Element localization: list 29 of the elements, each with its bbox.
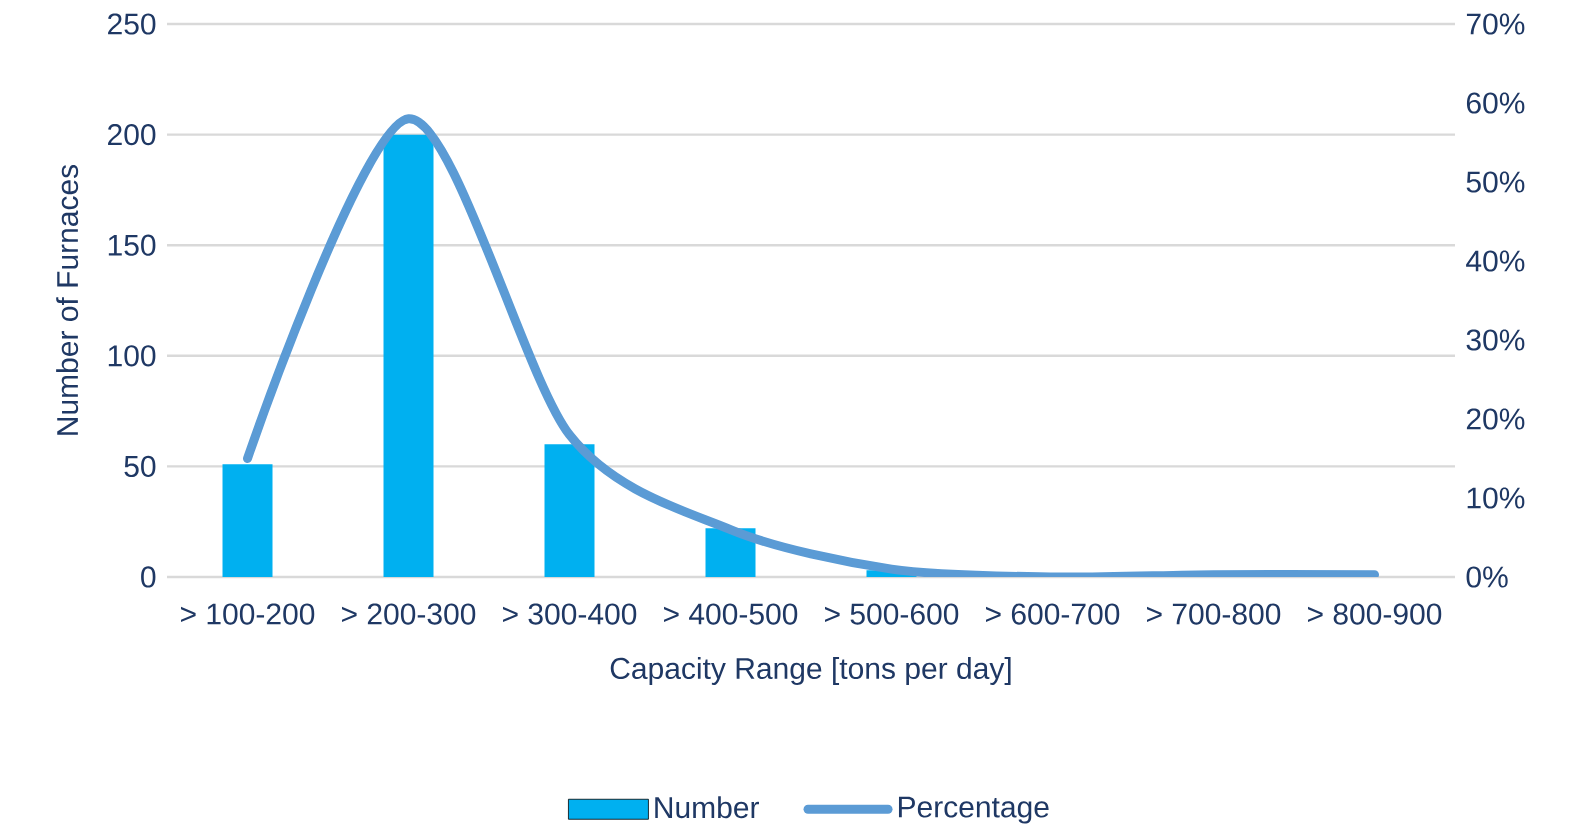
- y-axis-title: Number of Furnaces: [56, 164, 79, 435]
- x-tick-label: > 700-800: [1147, 603, 1281, 625]
- y2-tick-label: 60%: [1466, 92, 1525, 114]
- bar: [544, 444, 595, 577]
- x-axis-title: Capacity Range [tons per day]: [610, 657, 1011, 685]
- y-tick-label: 150: [108, 234, 156, 256]
- bar: [222, 464, 273, 577]
- legend-label: Number: [655, 796, 759, 819]
- y-tick-label: 50: [124, 455, 156, 478]
- y2-tick-label: 50%: [1466, 171, 1525, 193]
- x-tick-label: > 200-300: [342, 603, 476, 625]
- x-tick-label: > 300-400: [503, 603, 637, 625]
- y2-tick-label: 30%: [1466, 329, 1525, 351]
- x-tick-label: > 600-700: [986, 603, 1120, 625]
- x-tick-label: > 400-500: [664, 603, 798, 625]
- y-tick-label: 0: [141, 566, 156, 588]
- legend-label: Percentage: [898, 796, 1049, 824]
- y2-tick-label: 10%: [1467, 487, 1525, 509]
- x-tick-label: > 800-900: [1308, 603, 1442, 625]
- y2-tick-label: 0%: [1466, 566, 1508, 588]
- y-tick-label: 100: [108, 345, 156, 367]
- y-tick-label: 200: [108, 123, 156, 146]
- x-tick-label: > 100-200: [181, 603, 315, 625]
- y-tick-label: 250: [108, 13, 156, 35]
- y2-tick-label: 40%: [1466, 250, 1525, 272]
- bar: [383, 134, 434, 577]
- y2-tick-label: 70%: [1466, 13, 1525, 35]
- y2-tick-label: 20%: [1466, 408, 1525, 430]
- x-tick-label: > 500-600: [825, 603, 959, 625]
